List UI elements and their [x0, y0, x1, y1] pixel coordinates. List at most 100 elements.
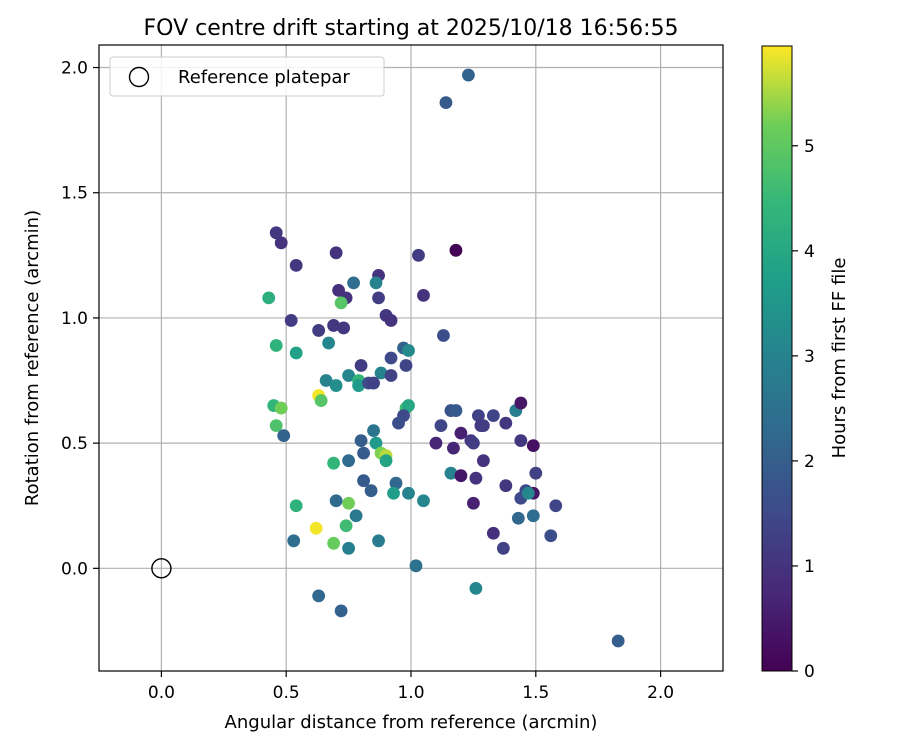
data-point	[469, 581, 483, 595]
colorbar-label: Hours from first FF file	[829, 258, 850, 459]
data-point	[289, 258, 303, 272]
colorbar-tick-label: 5	[804, 137, 815, 157]
data-point	[476, 419, 490, 433]
x-tick-label: 0.5	[273, 683, 300, 703]
data-point	[274, 236, 288, 250]
data-point	[439, 96, 453, 109]
data-point	[342, 454, 355, 468]
data-point	[521, 486, 535, 500]
colorbar-tick-label: 0	[804, 662, 815, 682]
data-point	[467, 436, 480, 450]
data-point	[364, 484, 378, 498]
data-point	[327, 456, 341, 470]
data-point	[269, 339, 283, 352]
data-point	[289, 346, 303, 360]
data-point	[399, 359, 413, 372]
data-point	[269, 419, 283, 433]
data-point	[417, 289, 430, 302]
data-point	[337, 321, 351, 335]
data-point	[526, 439, 540, 453]
data-point	[287, 534, 301, 548]
x-tick-label: 1.0	[397, 683, 424, 703]
data-point	[372, 291, 385, 305]
legend-marker-icon	[128, 66, 150, 88]
data-point	[496, 541, 510, 555]
data-point	[529, 466, 543, 480]
data-point	[312, 324, 326, 337]
data-point	[284, 314, 298, 327]
chart-title: FOV centre drift starting at 2025/10/18 …	[144, 16, 679, 41]
data-point	[402, 344, 415, 357]
data-point	[412, 248, 425, 262]
y-tick-label: 0.0	[61, 559, 88, 579]
data-point	[514, 434, 528, 448]
x-axis-ticks: 0.0 0.5 1.0 1.5 2.0	[148, 671, 674, 703]
data-point	[374, 366, 388, 380]
data-point	[429, 436, 443, 450]
legend-label: Reference platepar	[178, 67, 350, 88]
data-point	[437, 329, 450, 342]
data-point	[277, 429, 291, 443]
colorbar-tick-label: 3	[804, 347, 815, 367]
data-point	[357, 446, 370, 460]
data-point	[342, 541, 355, 555]
data-point	[454, 426, 468, 440]
data-point	[417, 494, 430, 508]
x-axis-label: Angular distance from reference (arcmin)	[225, 712, 598, 733]
data-point	[269, 226, 283, 240]
data-point	[499, 479, 513, 493]
data-point	[444, 466, 458, 480]
data-point	[549, 499, 563, 513]
data-point	[434, 419, 448, 433]
data-point	[611, 634, 625, 648]
y-tick-label: 1.0	[61, 309, 88, 329]
data-point	[349, 509, 363, 523]
data-point	[476, 454, 490, 468]
data-point	[387, 486, 400, 500]
data-point	[312, 589, 326, 603]
data-point	[262, 291, 276, 305]
data-point	[471, 409, 485, 422]
data-point	[486, 409, 500, 422]
data-point	[329, 494, 343, 508]
data-point	[467, 496, 480, 510]
data-point	[369, 436, 383, 450]
data-point	[314, 394, 328, 407]
data-point	[514, 396, 528, 410]
data-point	[319, 374, 333, 387]
data-point	[462, 68, 475, 82]
data-point	[389, 476, 403, 490]
data-point	[384, 369, 398, 382]
data-point	[449, 243, 463, 257]
data-points	[262, 68, 625, 648]
data-point	[499, 416, 513, 430]
data-point	[409, 559, 423, 573]
data-point	[329, 246, 343, 260]
y-tick-label: 0.5	[61, 434, 88, 454]
y-tick-label: 1.5	[61, 184, 88, 204]
colorbar-tick-label: 1	[804, 557, 815, 577]
data-point	[511, 511, 525, 525]
x-tick-label: 1.5	[522, 683, 549, 703]
data-point	[329, 379, 343, 392]
data-point	[354, 434, 368, 448]
data-point	[342, 369, 355, 382]
colorbar-tick-label: 2	[804, 452, 815, 472]
data-point	[289, 499, 303, 513]
data-point	[334, 604, 348, 618]
data-point	[274, 401, 288, 415]
data-point	[372, 534, 385, 548]
y-axis-ticks: 0.0 0.5 1.0 1.5 2.0	[61, 59, 99, 579]
data-point	[526, 509, 540, 523]
data-point	[309, 521, 323, 535]
legend: Reference platepar	[109, 56, 385, 97]
data-point	[469, 471, 483, 485]
data-point	[392, 416, 405, 430]
data-point	[379, 454, 393, 468]
colorbar-ticks: 0 1 2 3 4 5	[792, 137, 815, 682]
data-point	[354, 359, 368, 372]
legend-box	[109, 56, 385, 97]
grid	[99, 45, 723, 671]
data-point	[339, 519, 353, 533]
